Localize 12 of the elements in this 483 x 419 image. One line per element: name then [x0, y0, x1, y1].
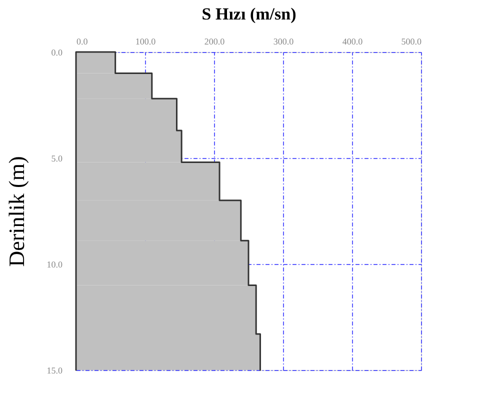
y-tick-label: 0.0: [51, 48, 63, 58]
y-axis-title: Derinlik (m): [4, 156, 29, 267]
x-axis-title: S Hızı (m/sn): [202, 4, 296, 24]
x-tick-label: 500.0: [401, 36, 422, 46]
y-tick-label: 15.0: [46, 366, 63, 376]
x-tick-label: 100.0: [135, 36, 156, 46]
x-tick-label: 200.0: [204, 36, 226, 46]
x-tick-label: 400.0: [342, 36, 364, 46]
x-tick-label: 0.0: [76, 36, 88, 46]
x-tick-label: 300.0: [273, 36, 294, 46]
y-tick-label: 10.0: [46, 260, 63, 270]
y-tick-label: 5.0: [51, 154, 63, 164]
